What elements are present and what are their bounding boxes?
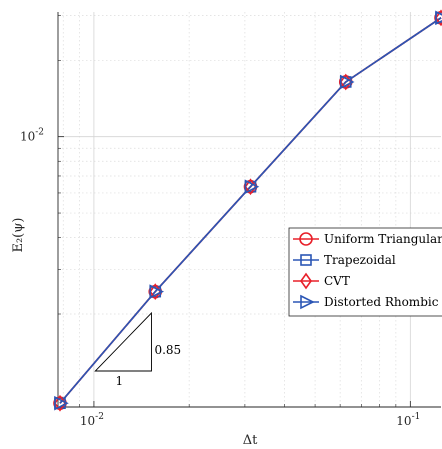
data-point-distorted-rhombic (339, 74, 355, 90)
legend-marker-uniform-triangular (299, 232, 313, 246)
y-axis-label: E₂(ψ) (11, 217, 26, 252)
series-line-distorted-rhombic (59, 17, 442, 404)
x-axis-label: Δt (243, 433, 258, 448)
data-point-cvt (435, 9, 442, 27)
legend-marker-trapezoidal (300, 254, 312, 266)
slope-rise-label: 0.85 (154, 343, 181, 357)
data-point-distorted-rhombic (244, 179, 260, 194)
slope-triangle-shape (94, 311, 152, 372)
legend-marker-distorted-rhombic (300, 294, 315, 310)
legend-label-distorted-rhombic: Distorted Rhombic (324, 295, 439, 309)
legend-label-cvt: CVT (324, 274, 350, 288)
legend-label-uniform-triangular: Uniform Triangular (324, 232, 442, 246)
series-layer (53, 9, 442, 412)
legend: Uniform Triangular Trapezoidal CVT Distorte… (288, 227, 442, 317)
slope-triangle: 10.85 (94, 311, 181, 388)
data-point-distorted-rhombic (54, 395, 69, 411)
slope-run-label: 1 (116, 374, 124, 388)
minor-grid (58, 12, 441, 407)
data-point-distorted-rhombic (435, 10, 442, 26)
major-grid (58, 12, 441, 407)
legend-label-trapezoidal: Trapezoidal (324, 253, 396, 267)
data-point-distorted-rhombic (149, 284, 165, 299)
legend-marker-cvt (300, 272, 312, 290)
